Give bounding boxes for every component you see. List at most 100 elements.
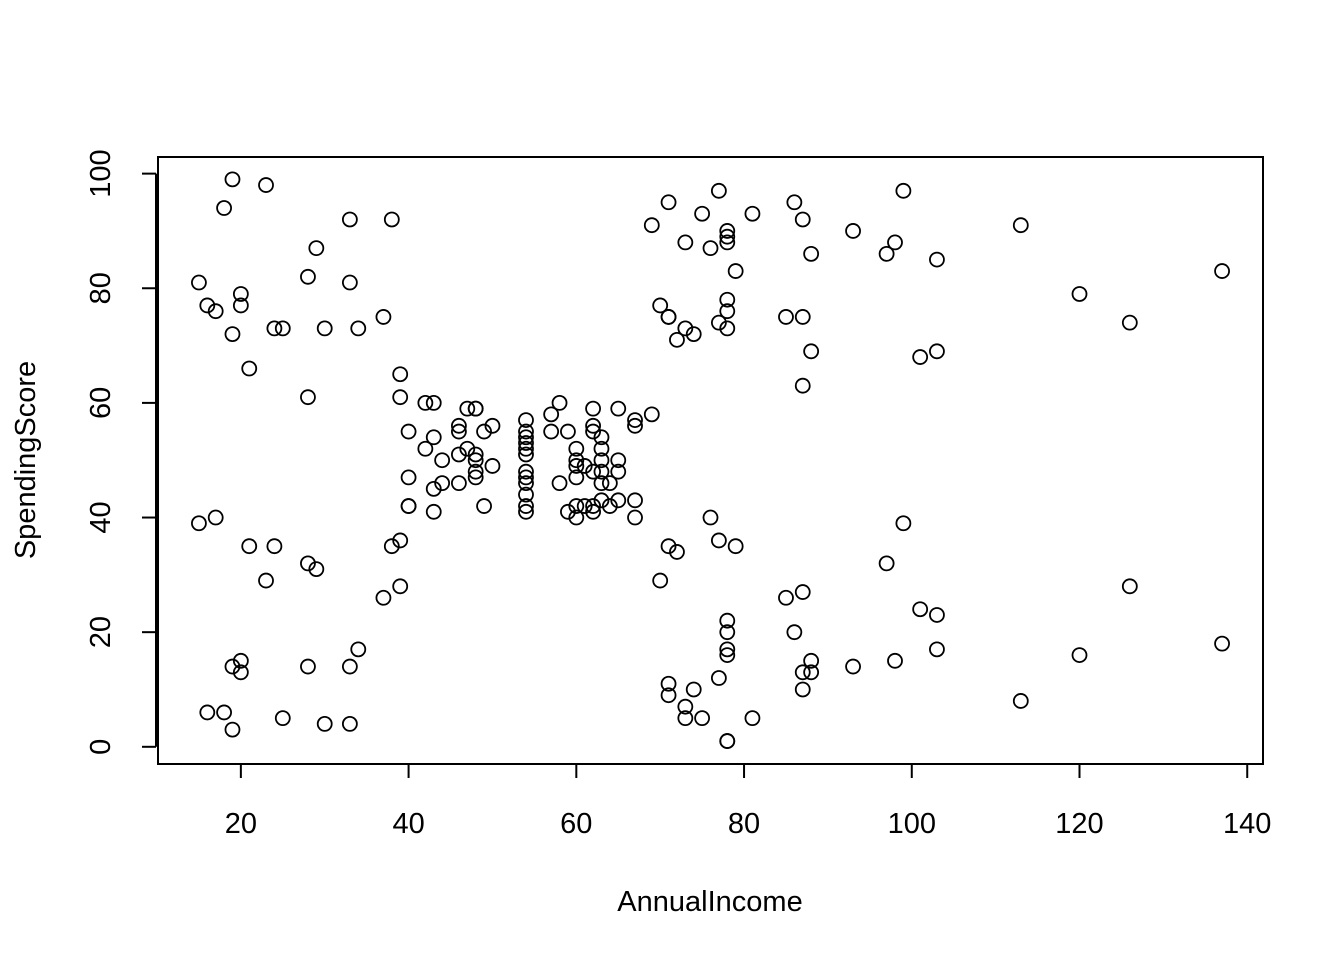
data-point — [1012, 693, 1029, 709]
data-point — [929, 607, 945, 623]
data-point — [425, 394, 442, 411]
data-point — [895, 515, 912, 532]
data-point — [878, 245, 895, 262]
data-point — [669, 544, 685, 560]
data-point — [677, 698, 694, 715]
data-point — [300, 555, 316, 572]
data-point — [719, 647, 736, 663]
data-point — [451, 446, 467, 463]
data-point — [786, 624, 803, 641]
data-point — [383, 211, 400, 228]
data-point — [400, 498, 417, 514]
data-point — [677, 234, 694, 251]
data-point — [451, 423, 467, 440]
data-point — [803, 652, 820, 669]
data-point — [1214, 263, 1230, 279]
data-point — [417, 394, 434, 411]
data-point — [375, 589, 392, 606]
data-point — [895, 182, 912, 199]
data-point — [434, 475, 451, 492]
data-point — [476, 498, 492, 514]
data-point — [845, 658, 861, 675]
data-point — [627, 509, 643, 526]
data-point — [794, 377, 811, 394]
data-point — [207, 509, 224, 526]
data-point — [719, 303, 736, 320]
data-point — [887, 652, 903, 669]
data-point — [719, 234, 736, 251]
data-point — [459, 400, 476, 417]
data-point — [560, 503, 576, 520]
data-point — [660, 675, 677, 692]
data-point — [451, 417, 467, 434]
data-point — [451, 475, 467, 492]
data-point — [274, 710, 291, 727]
data-point — [434, 452, 451, 469]
data-point — [1071, 286, 1088, 302]
data-point — [719, 291, 736, 308]
data-point — [794, 309, 811, 325]
data-point — [518, 435, 534, 451]
data-point — [719, 228, 736, 245]
data-point — [232, 297, 249, 314]
data-point — [929, 251, 945, 268]
data-point — [199, 704, 216, 721]
data-point — [224, 658, 241, 675]
data-point — [425, 429, 442, 446]
data-point — [258, 177, 274, 193]
data-point — [1071, 647, 1088, 663]
data-point — [518, 412, 534, 428]
data-point — [794, 211, 811, 228]
data-point — [383, 538, 400, 555]
y-axis: 0 20 40 60 80 100 — [85, 149, 157, 755]
data-point — [585, 503, 601, 520]
data-point — [341, 211, 358, 228]
data-point — [459, 440, 476, 457]
data-point — [1121, 314, 1138, 331]
data-point — [786, 194, 803, 211]
data-point — [744, 205, 761, 222]
data-point — [719, 612, 736, 629]
data-point — [467, 469, 484, 486]
data-point — [207, 303, 224, 320]
data-point — [425, 480, 442, 497]
data-point — [585, 423, 601, 440]
data-point — [1012, 217, 1029, 234]
data-point — [576, 458, 593, 474]
data-point — [568, 498, 585, 514]
data-point — [694, 205, 711, 222]
data-point — [610, 400, 627, 417]
data-point — [719, 320, 736, 337]
data-point — [551, 475, 568, 492]
data-point — [744, 710, 761, 727]
data-point — [232, 652, 249, 669]
data-point — [593, 492, 610, 509]
data-points — [191, 171, 1230, 749]
data-point — [601, 498, 618, 514]
data-point — [627, 412, 643, 428]
data-point — [727, 263, 744, 279]
data-point — [929, 343, 945, 360]
data-point — [476, 423, 492, 440]
data-point — [601, 475, 618, 492]
y-tick-label: 80 — [85, 272, 117, 304]
data-point — [669, 331, 685, 348]
data-point — [560, 423, 576, 440]
data-point — [593, 452, 610, 469]
data-point — [518, 503, 534, 520]
x-axis: 20 40 60 80 100 120 140 — [225, 763, 1271, 840]
data-point — [627, 492, 643, 509]
data-point — [929, 641, 945, 658]
data-point — [274, 320, 291, 337]
data-point — [232, 664, 249, 681]
data-point — [400, 423, 417, 440]
data-point — [719, 223, 736, 239]
data-point — [803, 245, 820, 262]
data-point — [518, 423, 534, 440]
data-point — [593, 429, 610, 446]
x-tick-label: 140 — [1223, 808, 1271, 840]
data-point — [794, 681, 811, 698]
data-point — [467, 452, 484, 469]
data-point — [518, 498, 534, 514]
data-point — [887, 234, 903, 251]
